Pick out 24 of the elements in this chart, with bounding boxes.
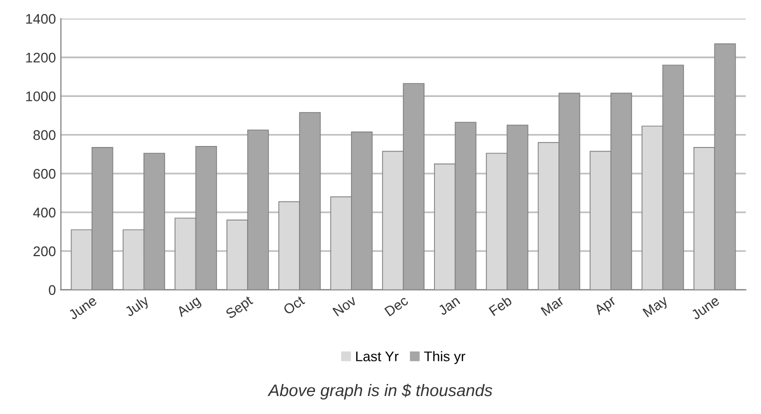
x-tick-label: May [642, 295, 670, 320]
y-tick-label: 200 [34, 246, 56, 256]
text: Above graph is in $ thousands [268, 384, 492, 400]
x-tick-label: Sept [224, 295, 256, 322]
x-tick-label: Mar [540, 295, 565, 316]
x-tick-label: Dec [384, 295, 409, 317]
y-tick-label: 0 [48, 285, 56, 295]
legend-label: Last Yr [356, 352, 399, 362]
x-tick-label: June [690, 295, 720, 320]
x-tick-label: Nov [332, 295, 358, 317]
y-tick-label: 800 [33, 130, 56, 140]
y-tick-label: 1200 [26, 52, 56, 63]
x-tick-label: Feb [488, 294, 512, 316]
legend-label: This yr [424, 351, 466, 364]
x-tick-label: Oct [282, 295, 306, 316]
x-tick-label: July [124, 294, 152, 320]
x-tick-label: June [68, 295, 98, 320]
x-tick-label: Apr [593, 295, 618, 318]
y-tick-label: 1400 [26, 14, 56, 24]
y-tick-label: 1000 [26, 91, 56, 102]
x-tick-label: Aug [176, 296, 202, 320]
y-tick-label: 400 [33, 208, 56, 218]
x-tick-label: Jan [437, 296, 460, 316]
y-tick-label: 600 [34, 168, 56, 179]
